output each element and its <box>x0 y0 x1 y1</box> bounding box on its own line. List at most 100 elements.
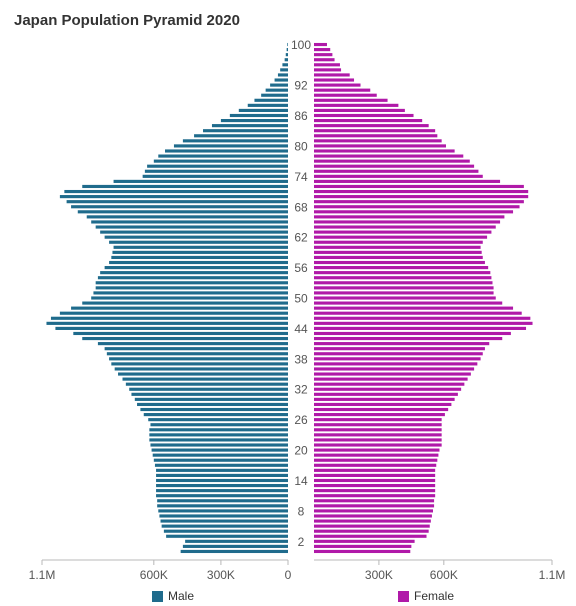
male-bar-age-83[interactable] <box>203 129 288 133</box>
male-bar-age-93[interactable] <box>274 78 288 82</box>
male-bar-age-54[interactable] <box>97 276 288 280</box>
female-bar-age-48[interactable] <box>314 306 514 310</box>
male-bar-age-88[interactable] <box>247 103 288 107</box>
male-bar-age-86[interactable] <box>229 113 288 118</box>
female-bar-age-38[interactable] <box>314 357 481 361</box>
male-bar-age-34[interactable] <box>122 377 288 381</box>
male-bar-age-62[interactable] <box>104 235 289 239</box>
male-bar-age-92[interactable] <box>270 83 288 87</box>
female-bar-age-9[interactable] <box>314 504 435 508</box>
female-bar-age-93[interactable] <box>314 78 355 82</box>
female-bar-age-99[interactable] <box>314 48 331 52</box>
female-bar-age-35[interactable] <box>314 372 471 376</box>
male-bar-age-67[interactable] <box>77 210 288 214</box>
male-bar-age-1[interactable] <box>182 544 288 548</box>
female-bar-age-88[interactable] <box>314 103 399 107</box>
female-bar-age-65[interactable] <box>314 220 501 224</box>
male-bar-age-27[interactable] <box>143 413 288 417</box>
female-bar-age-75[interactable] <box>314 169 479 173</box>
male-bar-age-89[interactable] <box>254 98 288 102</box>
female-bar-age-81[interactable] <box>314 139 442 143</box>
female-bar-age-18[interactable] <box>314 458 438 462</box>
female-bar-age-78[interactable] <box>314 154 464 158</box>
female-bar-age-31[interactable] <box>314 392 458 396</box>
male-bar-age-25[interactable] <box>150 423 288 427</box>
female-bar-age-61[interactable] <box>314 240 483 244</box>
male-bar-age-91[interactable] <box>265 88 288 92</box>
female-bar-age-36[interactable] <box>314 367 475 371</box>
female-bar-age-84[interactable] <box>314 124 429 128</box>
female-bar-age-55[interactable] <box>314 271 491 275</box>
male-bar-age-46[interactable] <box>50 316 289 320</box>
male-bar-age-60[interactable] <box>113 245 288 249</box>
female-bar-age-59[interactable] <box>314 250 482 254</box>
male-bar-age-35[interactable] <box>118 372 288 376</box>
female-bar-age-60[interactable] <box>314 245 481 249</box>
male-bar-age-31[interactable] <box>131 392 288 396</box>
male-bar-age-11[interactable] <box>156 494 288 498</box>
female-bar-age-19[interactable] <box>314 453 439 457</box>
female-bar-age-62[interactable] <box>314 235 488 239</box>
male-bar-age-32[interactable] <box>129 387 288 391</box>
male-bar-age-33[interactable] <box>125 382 288 386</box>
male-bar-age-9[interactable] <box>157 504 288 508</box>
male-bar-age-40[interactable] <box>104 347 289 351</box>
male-bar-age-7[interactable] <box>159 514 288 518</box>
female-bar-age-25[interactable] <box>314 423 442 427</box>
male-bar-age-37[interactable] <box>111 362 288 366</box>
male-bar-age-49[interactable] <box>82 301 288 305</box>
female-bar-age-86[interactable] <box>314 113 414 118</box>
male-bar-age-19[interactable] <box>152 453 288 457</box>
male-bar-age-95[interactable] <box>280 68 288 72</box>
female-bar-age-76[interactable] <box>314 164 475 168</box>
male-bar-age-20[interactable] <box>151 448 288 452</box>
male-bar-age-14[interactable] <box>156 478 288 483</box>
female-bar-age-52[interactable] <box>314 286 494 290</box>
female-bar-age-15[interactable] <box>314 473 436 477</box>
male-bar-age-71[interactable] <box>64 189 288 194</box>
legend-item-male[interactable]: Male <box>152 589 194 603</box>
female-bar-age-85[interactable] <box>314 119 423 123</box>
male-bar-age-36[interactable] <box>114 367 289 371</box>
male-bar-age-70[interactable] <box>59 195 288 199</box>
male-bar-age-80[interactable] <box>173 144 288 148</box>
male-bar-age-96[interactable] <box>282 63 288 67</box>
female-bar-age-23[interactable] <box>314 433 442 437</box>
male-bar-age-68[interactable] <box>71 205 288 209</box>
male-bar-age-44[interactable] <box>55 326 288 330</box>
female-bar-age-37[interactable] <box>314 362 478 366</box>
male-bar-age-4[interactable] <box>163 529 288 533</box>
female-bar-age-24[interactable] <box>314 428 442 432</box>
female-bar-age-98[interactable] <box>314 53 333 57</box>
female-bar-age-20[interactable] <box>314 448 440 452</box>
female-bar-age-77[interactable] <box>314 159 470 163</box>
male-bar-age-21[interactable] <box>150 443 288 447</box>
female-bar-age-82[interactable] <box>314 134 438 138</box>
male-bar-age-51[interactable] <box>93 291 288 295</box>
male-bar-age-53[interactable] <box>95 281 288 285</box>
female-bar-age-17[interactable] <box>314 463 437 467</box>
male-bar-age-2[interactable] <box>185 539 288 543</box>
female-bar-age-96[interactable] <box>314 63 340 67</box>
female-bar-age-6[interactable] <box>314 519 431 523</box>
male-bar-age-15[interactable] <box>156 473 288 477</box>
male-bar-age-39[interactable] <box>106 352 288 356</box>
male-bar-age-73[interactable] <box>113 179 288 183</box>
female-bar-age-5[interactable] <box>314 524 430 528</box>
male-bar-age-56[interactable] <box>104 266 289 270</box>
female-bar-age-80[interactable] <box>314 144 446 148</box>
female-bar-age-26[interactable] <box>314 418 442 422</box>
female-bar-age-74[interactable] <box>314 174 483 178</box>
male-bar-age-42[interactable] <box>82 336 288 341</box>
male-bar-age-84[interactable] <box>211 124 288 128</box>
male-bar-age-85[interactable] <box>220 119 288 123</box>
female-bar-age-92[interactable] <box>314 83 361 87</box>
male-bar-age-16[interactable] <box>156 468 288 472</box>
male-bar-age-63[interactable] <box>100 230 289 234</box>
male-bar-age-65[interactable] <box>91 220 288 224</box>
female-bar-age-43[interactable] <box>314 331 511 336</box>
male-bar-age-23[interactable] <box>149 433 288 437</box>
male-bar-age-6[interactable] <box>160 519 288 523</box>
female-bar-age-69[interactable] <box>314 200 524 204</box>
female-bar-age-29[interactable] <box>314 402 452 407</box>
